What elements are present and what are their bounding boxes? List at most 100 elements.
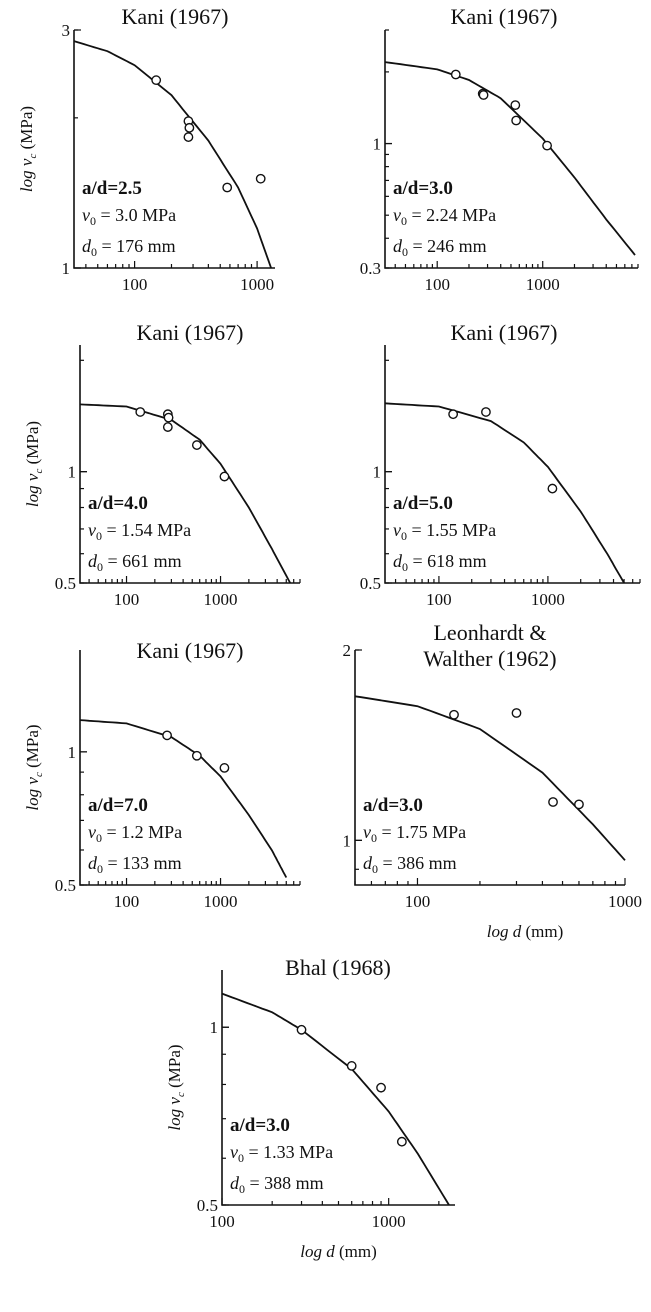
data-point (162, 422, 173, 432)
data-point (396, 1136, 407, 1147)
data-point (511, 115, 522, 126)
data-point (547, 483, 558, 494)
fit-curve (384, 61, 636, 256)
chart-panel-5: 100 1000 0.5 1 Kani (1967) a/d=7.0 v0 = 1.2 MP… (23, 638, 301, 911)
x-tick-label: 1000 (372, 1212, 406, 1231)
data-point (574, 799, 584, 810)
data-point (191, 440, 202, 450)
y-tick-label: 0.5 (197, 1196, 218, 1215)
fit-curve (79, 403, 291, 584)
x-tick-label: 1000 (204, 590, 238, 609)
x-tick-label: 1000 (531, 590, 565, 609)
x-tick-label: 100 (122, 275, 148, 294)
x-tick-label: 1000 (240, 275, 274, 294)
data-point (162, 730, 172, 741)
annotation-ad: a/d=3.0 (230, 1115, 290, 1136)
annotation-ad: a/d=2.5 (82, 178, 142, 199)
y-tick-label: 3 (62, 21, 71, 40)
y-tick-label: 1 (68, 463, 77, 482)
annotation-ad: a/d=3.0 (393, 178, 453, 199)
data-point (191, 750, 202, 761)
y-tick-label: 0.5 (55, 876, 76, 895)
annotation-ad: a/d=7.0 (88, 795, 148, 816)
x-tick-label: 1000 (204, 892, 238, 911)
annotation-d0: d0 = 246 mm (393, 236, 487, 259)
annotation-v0: v0 = 1.54 MPa (88, 520, 191, 543)
data-point (255, 173, 266, 184)
x-tick-label: 100 (424, 275, 450, 294)
data-point (511, 708, 522, 718)
chart-panel-2: 100 1000 0.3 1 Kani (1967) a/d=3.0 v0 = 2.24 M… (360, 4, 639, 294)
data-point (449, 709, 459, 720)
chart-panel-4: 100 1000 0.5 1 Kani (1967) a/d=5.0 v0 = 1.55 M… (360, 320, 641, 609)
fit-curve (384, 402, 625, 584)
x-axis-label: log d (mm) (487, 922, 564, 941)
data-point (448, 409, 459, 420)
annotation-d0: d0 = 386 mm (363, 853, 457, 876)
chart-title: Kani (1967) (137, 320, 244, 345)
data-point (296, 1024, 307, 1035)
fit-curve (354, 695, 626, 861)
x-tick-label: 100 (426, 590, 452, 609)
y-tick-label: 1 (373, 135, 382, 154)
y-axis-label: log vc (MPa) (165, 1044, 187, 1130)
axes (384, 345, 640, 584)
x-tick-label: 1000 (608, 892, 642, 911)
x-tick-label: 100 (114, 892, 140, 911)
data-point (481, 407, 491, 417)
y-axis-label: log vc (MPa) (23, 421, 45, 507)
axes (79, 650, 300, 886)
data-point (548, 797, 558, 807)
y-tick-label: 1 (68, 743, 77, 762)
data-point (510, 100, 521, 111)
y-tick-label: 0.3 (360, 259, 381, 278)
x-tick-label: 100 (114, 590, 140, 609)
annotation-ad: a/d=3.0 (363, 795, 423, 816)
annotation-d0: d0 = 388 mm (230, 1173, 324, 1196)
chart-title: Bhal (1968) (285, 955, 391, 980)
axes (384, 30, 638, 269)
annotation-ad: a/d=4.0 (88, 493, 148, 514)
data-point (346, 1061, 357, 1071)
data-point (183, 132, 194, 142)
chart-panel-6: 100 1000 1 2 Leonhardt & Walther (1962) a/d=3.… (343, 620, 643, 941)
annotation-v0: v0 = 2.24 MPa (393, 205, 496, 228)
chart-panel-3: 100 1000 0.5 1 Kani (1967) a/d=4.0 v0 = 1.54 M… (23, 320, 301, 609)
chart-title: Kani (1967) (451, 4, 558, 29)
data-point (219, 471, 230, 482)
fit-curve (73, 40, 272, 269)
y-tick-label: 1 (210, 1018, 219, 1037)
annotation-v0: v0 = 1.75 MPa (363, 822, 466, 845)
annotation-d0: d0 = 661 mm (88, 551, 182, 574)
data-point (376, 1082, 386, 1093)
y-tick-label: 1 (343, 831, 352, 850)
annotation-v0: v0 = 1.33 MPa (230, 1142, 333, 1165)
data-point (151, 75, 162, 86)
data-point (450, 69, 461, 80)
annotation-v0: v0 = 1.55 MPa (393, 520, 496, 543)
y-tick-label: 0.5 (360, 574, 381, 593)
chart-title: Leonhardt & Walther (1962) (423, 620, 556, 671)
annotation-v0: v0 = 3.0 MPa (82, 205, 176, 228)
x-axis-label: log d (mm) (300, 1242, 377, 1261)
annotation-d0: d0 = 618 mm (393, 551, 487, 574)
chart-panel-1: 100 1000 1 3 Kani (1967) a/d=2.5 v0 = 3.0 MPa d… (17, 4, 275, 294)
data-point (478, 90, 489, 100)
x-tick-label: 100 (405, 892, 431, 911)
axes (221, 970, 455, 1206)
y-tick-label: 1 (373, 463, 382, 482)
annotation-d0: d0 = 133 mm (88, 853, 182, 876)
chart-title: Kani (1967) (122, 4, 229, 29)
axes (73, 30, 275, 269)
y-tick-label: 1 (62, 259, 71, 278)
data-point (222, 182, 233, 193)
axes (79, 345, 300, 584)
chart-title: Kani (1967) (451, 320, 558, 345)
y-tick-label: 0.5 (55, 574, 76, 593)
chart-panel-7: 100 1000 0.5 1 Bhal (1968) a/d=3.0 v0 = 1.33 M… (165, 955, 455, 1261)
axes (354, 650, 625, 886)
x-tick-label: 1000 (526, 275, 560, 294)
data-point (163, 412, 174, 423)
data-point (184, 122, 195, 133)
data-point (542, 140, 552, 151)
